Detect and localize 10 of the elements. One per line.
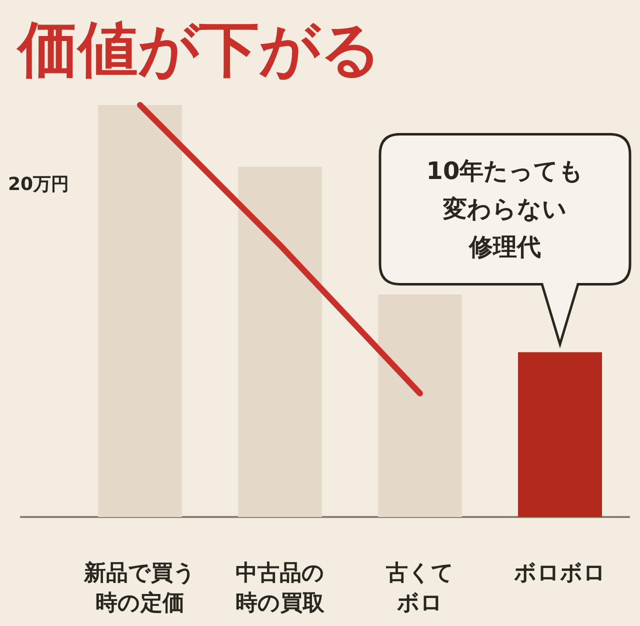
- bar: [238, 166, 322, 517]
- x-tick-label: ボロボロ: [513, 561, 606, 586]
- y-axis-title: 20万円: [8, 174, 70, 195]
- x-tick-label: 新品で買う時の定価: [83, 560, 196, 616]
- chart-title: 価値が下がる: [16, 15, 381, 85]
- bar: [518, 352, 602, 517]
- annotation: 10年たっても変わらない修理代: [426, 157, 584, 262]
- x-tick-label: 中古品の時の買取: [236, 561, 326, 616]
- bar: [98, 105, 182, 517]
- x-tick-label: 古くてボロ: [385, 561, 454, 616]
